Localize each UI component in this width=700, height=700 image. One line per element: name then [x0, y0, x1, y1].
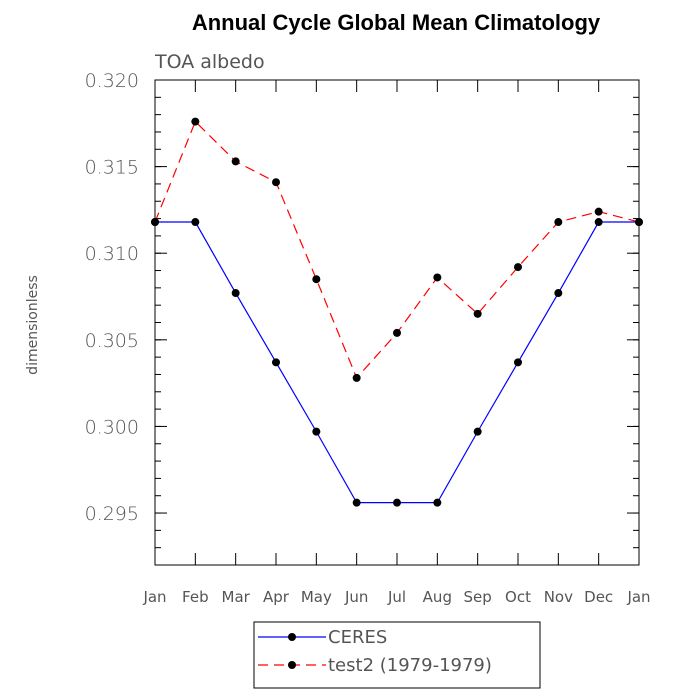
- x-tick-label: Oct: [505, 588, 531, 606]
- data-point: [473, 309, 482, 318]
- data-point: [594, 218, 603, 227]
- data-point: [312, 275, 321, 284]
- x-tick-label: Mar: [222, 588, 251, 606]
- data-point: [272, 358, 280, 367]
- x-tick-label: Dec: [584, 588, 613, 606]
- x-tick-label: Aug: [423, 588, 452, 606]
- x-tick-label: Jul: [387, 588, 406, 606]
- x-tick-label: Jan: [626, 588, 650, 606]
- data-point: [272, 178, 280, 187]
- data-point: [473, 427, 482, 436]
- data-point: [594, 207, 603, 216]
- data-point: [191, 218, 200, 227]
- data-point: [352, 498, 361, 507]
- data-point: [151, 218, 159, 227]
- data-point: [635, 218, 643, 227]
- x-tick-label: May: [301, 588, 332, 606]
- data-point: [433, 273, 442, 282]
- legend-marker: [288, 661, 296, 669]
- y-tick-label: 0.320: [85, 70, 139, 92]
- axis-ticks: 0.295 0.300 0.305 0.310 0.315 0.320 Jan Feb Mar A…: [85, 70, 651, 606]
- x-tick-label: Jun: [344, 588, 368, 606]
- data-point: [231, 289, 240, 298]
- data-point: [554, 289, 563, 298]
- y-axis-label: dimensionless: [25, 275, 41, 375]
- data-point: [352, 373, 361, 382]
- legend: CERES test2 (1979-1979): [253, 621, 541, 689]
- y-tick-label: 0.315: [85, 157, 139, 179]
- data-point: [433, 498, 442, 507]
- y-tick-label: 0.300: [85, 416, 139, 438]
- y-tick-label: 0.295: [85, 503, 139, 525]
- x-tick-label: Apr: [263, 588, 290, 606]
- x-tick-label: Nov: [544, 588, 573, 606]
- data-point: [393, 498, 401, 507]
- legend-box: [253, 621, 541, 689]
- data-point: [514, 358, 522, 367]
- x-tick-label: Feb: [182, 588, 209, 606]
- chart-title: Annual Cycle Global Mean Climatology: [192, 10, 601, 35]
- series-line-test2: [154, 120, 640, 380]
- y-tick-label: 0.310: [85, 243, 139, 265]
- legend-marker: [288, 633, 296, 641]
- data-point: [312, 427, 321, 436]
- data-point: [393, 328, 401, 337]
- data-point: [191, 117, 200, 126]
- data-point: [554, 218, 563, 227]
- chart-subtitle: TOA albedo: [154, 51, 265, 73]
- x-tick-label: Sep: [464, 588, 492, 606]
- data-point: [231, 157, 240, 166]
- legend-label-test2: test2 (1979-1979): [328, 655, 492, 676]
- legend-label-ceres: CERES: [328, 627, 387, 648]
- data-point: [514, 263, 522, 272]
- series-line-ceres: [155, 221, 639, 504]
- series-layer: [151, 117, 643, 507]
- y-tick-label: 0.305: [85, 330, 139, 352]
- x-tick-label: Jan: [142, 588, 166, 606]
